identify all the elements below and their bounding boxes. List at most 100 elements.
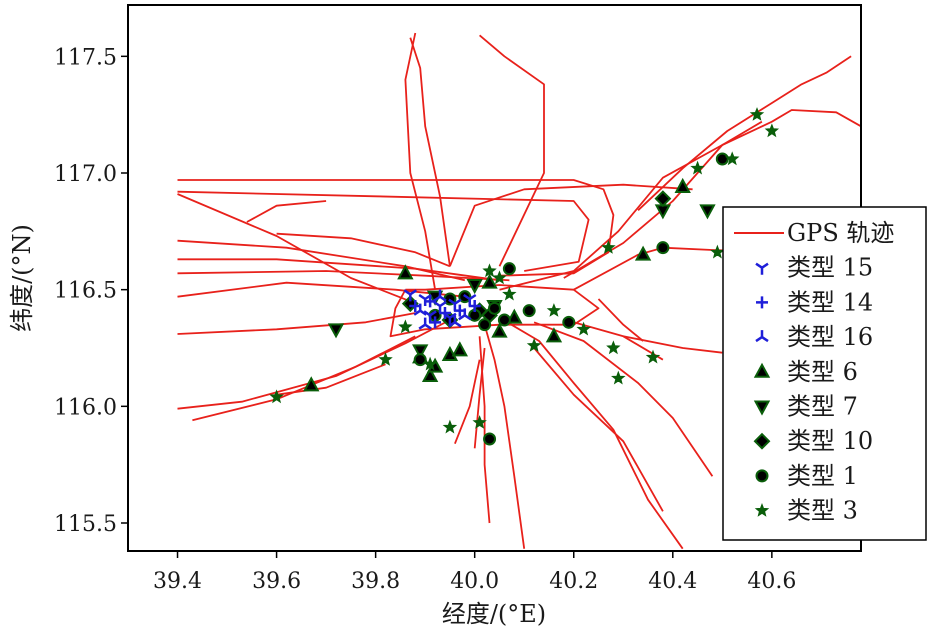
x-tick-label: 40.4 [648,569,697,594]
point-类型-3-11 [576,321,591,336]
point-类型-6-6 [451,341,469,357]
point-类型-6-11 [634,245,652,261]
point-类型-3-13 [611,370,626,385]
point-类型-3-6 [482,263,497,278]
point-类型-3-10 [546,303,562,317]
point-类型-3-4 [442,419,458,434]
y-tick-label: 116.0 [54,395,117,420]
gps-track-segment-11 [246,200,327,223]
gps-track-segment-10 [192,335,416,422]
point-类型-16-3 [458,308,472,321]
point-类型-14-4 [468,300,481,312]
point-类型-1-6 [488,301,501,315]
point-类型-1-8 [502,262,516,276]
point-类型-1-10 [562,315,576,329]
point-类型-3-14 [601,240,616,254]
point-类型-3-16 [690,160,705,175]
legend-marker-类型-1 [755,469,769,483]
legend-item-类型-14: 类型 14 [756,288,873,316]
point-类型-3-15 [645,349,661,364]
x-tick-label: 39.4 [153,569,202,594]
legend-item-类型-15: 类型 15 [755,254,873,282]
point-类型-3-5 [472,415,487,429]
gps-track-segment-23 [483,324,526,549]
point-类型-6-10 [545,327,563,343]
gps-track-segment-30 [276,363,386,396]
y-axis: 115.5 116.0 116.5 117.0 117.5 [54,45,128,537]
legend-marker-类型-10 [753,432,771,450]
point-类型-3-19 [749,107,765,121]
point-类型-3-12 [606,340,621,355]
y-tick-label: 117.5 [54,45,117,70]
series-类型-16 [413,289,472,330]
marker-layer [269,107,780,446]
gps-track-segment-8 [177,312,416,335]
point-类型-3-8 [502,286,517,301]
legend-item-类型-10: 类型 10 [753,427,873,455]
gps-track-segment-15 [479,34,545,267]
point-类型-3-2 [398,319,413,334]
series-类型-14 [409,295,481,329]
gps-track-segment-17 [637,55,852,211]
gps-track-segment-12 [276,232,451,268]
legend-item-类型-16: 类型 16 [755,323,873,351]
legend-marker-类型-15 [755,262,769,275]
x-axis: 39.4 39.6 39.8 40.0 40.2 40.4 40.6 [153,551,796,594]
point-类型-7-1 [412,344,429,360]
gps-track-segment-21 [533,347,664,512]
point-类型-15-0 [403,289,417,302]
legend-item-gps-track: GPS 轨迹 [734,219,894,247]
point-类型-6-3 [421,366,439,382]
point-类型-6-7 [481,273,498,289]
gps-track-segment-31 [597,298,644,342]
y-axis-title: 纬度/(°N) [8,224,36,332]
point-类型-14-5 [429,316,442,329]
point-类型-16-0 [413,303,427,316]
point-类型-16-1 [433,289,447,302]
legend-marker-类型-6 [753,362,771,378]
gps-track-segment-9 [177,319,451,410]
series-类型-3 [269,107,780,434]
point-类型-14-1 [424,295,437,308]
point-类型-1-13 [715,152,729,166]
gps-track-segment-6 [177,270,510,282]
gps-track-segment-1 [177,190,590,272]
point-类型-1-9 [522,304,536,318]
point-类型-1-7 [497,313,511,327]
legend-label-类型-14: 类型 14 [787,288,873,316]
gps-track-segment-4 [177,239,466,282]
point-类型-1-5 [478,318,492,332]
legend-label-类型-15: 类型 15 [787,254,873,282]
gps-track-segment-2 [449,183,693,267]
legend-marker-类型-3 [754,502,770,517]
gps-track-segment-22 [533,321,714,477]
y-tick-label: 115.5 [54,512,117,537]
point-类型-3-0 [269,389,284,404]
gps-track-segment-14 [409,37,451,267]
legend-label-类型-10: 类型 10 [787,427,873,455]
point-类型-1-0 [413,353,427,367]
gps-track-segment-13 [404,32,436,290]
gps-track-segment-18 [563,120,763,279]
point-类型-16-4 [418,317,432,330]
point-类型-3-17 [710,244,725,259]
gps-track-segment-20 [499,316,684,550]
point-类型-3-1 [378,352,393,366]
point-类型-6-0 [303,376,320,392]
point-类型-6-9 [506,308,523,324]
point-类型-6-8 [491,322,508,338]
legend-label-类型-16: 类型 16 [787,323,873,351]
legend-item-类型-6: 类型 6 [753,358,858,386]
point-类型-14-2 [438,307,451,319]
point-类型-7-0 [327,323,345,339]
legend-item-类型-1: 类型 1 [755,462,858,490]
legend-label-类型-7: 类型 7 [787,393,858,421]
x-tick-label: 40.2 [549,569,598,594]
legend-label-类型-6: 类型 6 [787,358,858,386]
point-类型-6-12 [674,177,691,193]
gps-track-layer [177,32,861,550]
point-类型-7-6 [699,204,716,220]
point-类型-3-3 [422,356,438,371]
